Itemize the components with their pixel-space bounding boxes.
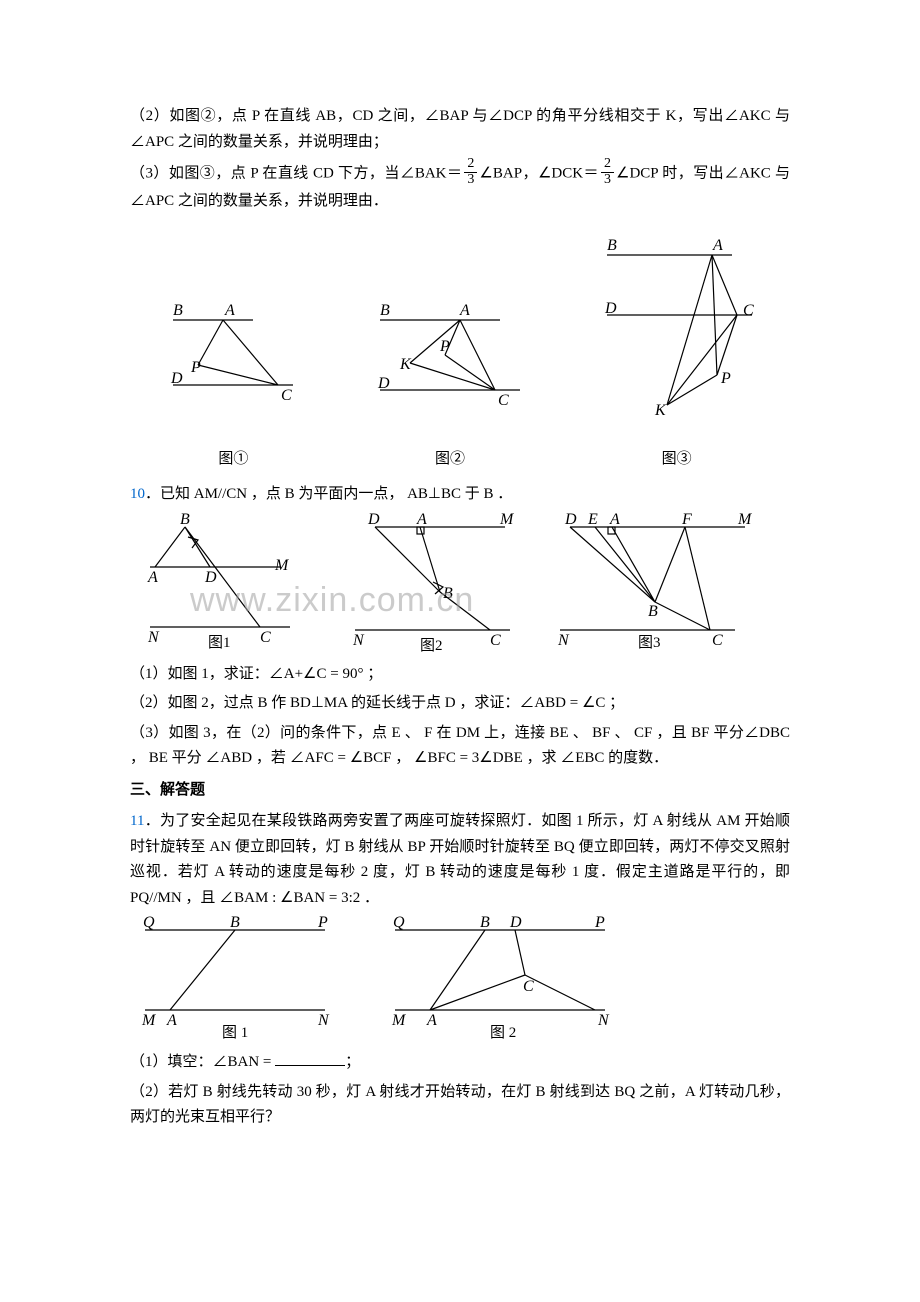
fig9-2-label: 图② xyxy=(435,447,465,473)
svg-text:N: N xyxy=(147,629,160,646)
p11p1-suffix: ； xyxy=(345,1054,360,1070)
svg-text:A: A xyxy=(459,302,470,319)
svg-text:C: C xyxy=(490,632,501,649)
svg-text:B: B xyxy=(480,915,490,931)
svg-text:F: F xyxy=(681,512,692,528)
fig11-2: Q B D P M A C N 图 2 xyxy=(380,915,620,1040)
fig9-2: B A D K P C xyxy=(360,295,540,435)
blank-ban xyxy=(275,1050,345,1066)
problem10-figures: A B M D N C 图1 xyxy=(130,512,790,652)
problem10-stem: 10．已知 AM//CN ，点 B 为平面内一点， AB⊥BC 于 B ． xyxy=(130,482,790,508)
problem11-qnum: 11 xyxy=(130,813,144,829)
svg-text:C: C xyxy=(281,387,292,404)
p9p3-prefix: （3）如图③，点 P 在直线 CD 下方，当∠BAK＝ xyxy=(130,166,462,182)
svg-text:D: D xyxy=(604,300,617,317)
svg-text:图1: 图1 xyxy=(208,634,231,651)
svg-text:B: B xyxy=(607,237,617,254)
fig11-1: Q B P M A N 图 1 xyxy=(130,915,340,1040)
fig10-2: D A M B N C 图2 xyxy=(335,512,525,652)
svg-text:P: P xyxy=(190,359,201,376)
problem10-qnum: 10 xyxy=(130,486,145,502)
fig10-1: A B M D N C 图1 xyxy=(130,512,320,652)
svg-text:K: K xyxy=(654,402,667,419)
problem10-part3: （3）如图 3，在（2）问的条件下，点 E 、 F 在 DM 上，连接 BE 、… xyxy=(130,721,790,772)
svg-text:B: B xyxy=(443,585,453,602)
fig10-3: D E A F M B N C 图3 xyxy=(540,512,760,652)
svg-text:N: N xyxy=(557,632,570,649)
svg-text:M: M xyxy=(141,1012,157,1029)
problem11-figures: Q B P M A N 图 1 xyxy=(130,915,790,1040)
problem10-part1: （1）如图 1，求证：∠A+∠C = 90° ； xyxy=(130,662,790,688)
svg-text:D: D xyxy=(367,512,380,528)
p10-stem-text: ．已知 AM//CN ，点 B 为平面内一点， AB⊥BC 于 B ． xyxy=(145,486,512,502)
fig9-1-label: 图① xyxy=(218,447,248,473)
p9p3-mid1: ∠BAP，∠DCK＝ xyxy=(479,166,599,182)
svg-text:图 2: 图 2 xyxy=(490,1024,516,1040)
svg-text:P: P xyxy=(720,370,731,387)
svg-text:D: D xyxy=(564,512,577,528)
svg-text:A: A xyxy=(416,512,427,528)
fig9-1: B A D P C xyxy=(153,295,313,435)
svg-text:Q: Q xyxy=(143,915,155,931)
svg-text:B: B xyxy=(230,915,240,931)
svg-text:A: A xyxy=(224,302,235,319)
svg-text:B: B xyxy=(173,302,183,319)
svg-text:M: M xyxy=(274,557,290,574)
svg-text:M: M xyxy=(499,512,515,528)
problem9-part3: （3）如图③，点 P 在直线 CD 下方，当∠BAK＝23∠BAP，∠DCK＝2… xyxy=(130,159,790,215)
svg-text:K: K xyxy=(399,356,412,373)
svg-text:A: A xyxy=(712,237,723,254)
problem10-part2: （2）如图 2，过点 B 作 BD⊥MA 的延长线于点 D ，求证：∠ABD =… xyxy=(130,691,790,717)
problem9-part2: （2）如图②，点 P 在直线 AB，CD 之间，∠BAP 与∠DCP 的角平分线… xyxy=(130,104,790,155)
problem11-part1: （1）填空：∠BAN = ； xyxy=(130,1050,790,1076)
svg-text:N: N xyxy=(597,1012,610,1029)
svg-text:B: B xyxy=(380,302,390,319)
section3-heading: 三、解答题 xyxy=(130,778,790,804)
svg-text:B: B xyxy=(180,512,190,528)
svg-text:B: B xyxy=(648,603,658,620)
fig9-3: B A D C P K xyxy=(587,235,767,435)
svg-text:P: P xyxy=(594,915,605,931)
p11p1-prefix: （1）填空：∠BAN = xyxy=(130,1054,275,1070)
svg-text:P: P xyxy=(439,338,450,355)
svg-text:A: A xyxy=(147,569,158,586)
svg-text:A: A xyxy=(426,1012,437,1029)
svg-text:图2: 图2 xyxy=(420,637,443,652)
problem11-stem: 11．为了安全起见在某段铁路两旁安置了两座可旋转探照灯．如图 1 所示，灯 A … xyxy=(130,809,790,911)
svg-text:M: M xyxy=(737,512,753,528)
svg-text:D: D xyxy=(509,915,522,931)
svg-text:D: D xyxy=(377,375,390,392)
problem9-figures: B A D P C 图① xyxy=(130,235,790,473)
fig9-3-label: 图③ xyxy=(662,447,692,473)
svg-text:图3: 图3 xyxy=(638,634,661,651)
svg-text:P: P xyxy=(317,915,328,931)
svg-text:图 1: 图 1 xyxy=(222,1024,248,1040)
frac-2-3-b: 23 xyxy=(601,157,614,187)
problem11-part2: （2）若灯 B 射线先转动 30 秒，灯 A 射线才开始转动，在灯 B 射线到达… xyxy=(130,1080,790,1131)
svg-text:D: D xyxy=(170,370,183,387)
svg-text:E: E xyxy=(587,512,598,528)
svg-text:A: A xyxy=(166,1012,177,1029)
svg-text:D: D xyxy=(204,569,217,586)
svg-text:N: N xyxy=(352,632,365,649)
svg-text:M: M xyxy=(391,1012,407,1029)
svg-text:C: C xyxy=(523,978,534,995)
svg-text:C: C xyxy=(712,632,723,649)
p11-stem-text: ．为了安全起见在某段铁路两旁安置了两座可旋转探照灯．如图 1 所示，灯 A 射线… xyxy=(130,813,790,906)
svg-text:C: C xyxy=(260,629,271,646)
svg-text:C: C xyxy=(743,302,754,319)
svg-text:C: C xyxy=(498,392,509,409)
svg-text:Q: Q xyxy=(393,915,405,931)
frac-2-3-a: 23 xyxy=(464,157,477,187)
svg-text:N: N xyxy=(317,1012,330,1029)
svg-text:A: A xyxy=(609,512,620,528)
